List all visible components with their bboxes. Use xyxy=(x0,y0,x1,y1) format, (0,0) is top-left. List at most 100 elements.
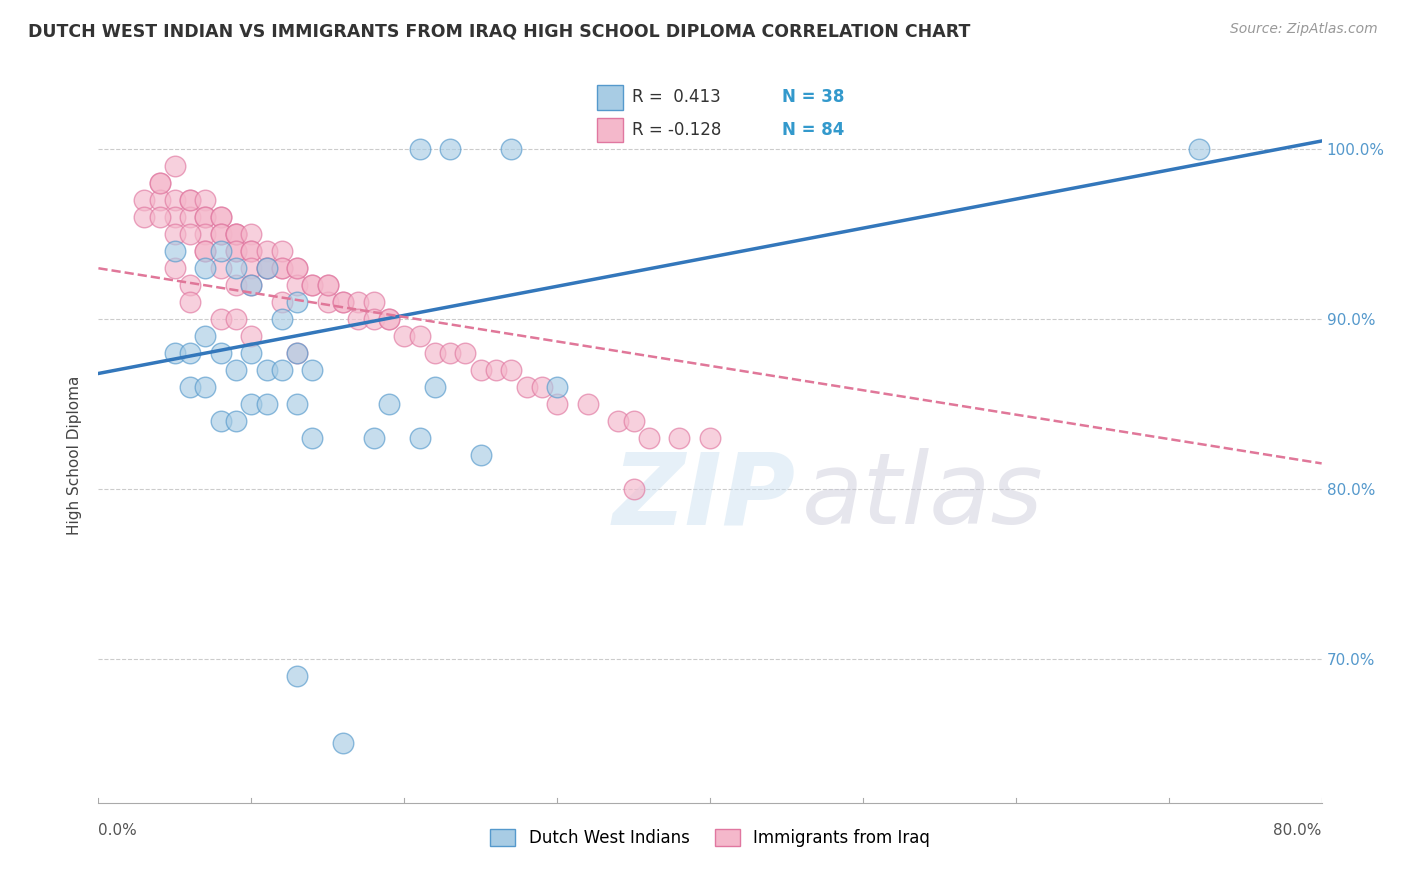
Point xyxy=(256,261,278,276)
Point xyxy=(209,244,232,259)
Point xyxy=(225,278,247,293)
Point xyxy=(240,244,263,259)
Point xyxy=(270,261,292,276)
Point xyxy=(516,380,538,394)
Point xyxy=(270,363,292,377)
Point xyxy=(285,668,308,682)
Point xyxy=(270,312,292,326)
Point xyxy=(301,431,323,445)
Point xyxy=(209,346,232,360)
Point xyxy=(501,143,523,157)
Point xyxy=(301,278,323,293)
Point xyxy=(149,194,172,208)
Point xyxy=(225,261,247,276)
Point xyxy=(149,177,172,191)
Point xyxy=(149,211,172,225)
Point xyxy=(576,397,599,411)
Point xyxy=(194,261,217,276)
Point xyxy=(546,380,568,394)
Bar xyxy=(596,86,623,110)
Point xyxy=(179,346,201,360)
Point xyxy=(378,312,401,326)
Point xyxy=(194,244,217,259)
Point xyxy=(501,363,523,377)
Point xyxy=(363,431,385,445)
Point xyxy=(194,211,217,225)
Point xyxy=(163,194,186,208)
Point xyxy=(270,295,292,310)
Point xyxy=(363,312,385,326)
Point xyxy=(225,227,247,242)
Point xyxy=(332,295,354,310)
Point xyxy=(163,346,186,360)
Point xyxy=(485,363,508,377)
Text: 80.0%: 80.0% xyxy=(1274,823,1322,838)
Point xyxy=(470,363,492,377)
Point xyxy=(240,346,263,360)
Point xyxy=(256,363,278,377)
Point xyxy=(225,227,247,242)
Point xyxy=(179,278,201,293)
Point xyxy=(194,227,217,242)
Point xyxy=(209,211,232,225)
Point xyxy=(378,397,401,411)
Point xyxy=(668,431,690,445)
Point xyxy=(240,261,263,276)
Text: DUTCH WEST INDIAN VS IMMIGRANTS FROM IRAQ HIGH SCHOOL DIPLOMA CORRELATION CHART: DUTCH WEST INDIAN VS IMMIGRANTS FROM IRA… xyxy=(28,22,970,40)
Point xyxy=(209,414,232,428)
Bar xyxy=(596,118,623,142)
Point xyxy=(285,295,308,310)
Point xyxy=(194,244,217,259)
Point xyxy=(194,380,217,394)
Point xyxy=(637,431,661,445)
Point xyxy=(179,194,201,208)
Point xyxy=(209,211,232,225)
Point xyxy=(225,312,247,326)
Point xyxy=(240,278,263,293)
Point xyxy=(270,261,292,276)
Point xyxy=(225,363,247,377)
Point xyxy=(256,244,278,259)
Point xyxy=(378,312,401,326)
Point xyxy=(699,431,721,445)
Point xyxy=(240,278,263,293)
Text: N = 38: N = 38 xyxy=(782,88,845,106)
Point xyxy=(134,211,156,225)
Text: 0.0%: 0.0% xyxy=(98,823,138,838)
Point xyxy=(285,346,308,360)
Point xyxy=(316,278,339,293)
Point xyxy=(194,329,217,343)
Text: N = 84: N = 84 xyxy=(782,120,845,138)
Point xyxy=(623,414,645,428)
Text: R =  0.413: R = 0.413 xyxy=(633,88,721,106)
Point xyxy=(1188,143,1211,157)
Point xyxy=(209,227,232,242)
Point xyxy=(623,482,645,496)
Point xyxy=(285,346,308,360)
Legend: Dutch West Indians, Immigrants from Iraq: Dutch West Indians, Immigrants from Iraq xyxy=(484,822,936,854)
Point xyxy=(408,143,430,157)
Point xyxy=(347,295,370,310)
Point xyxy=(530,380,553,394)
Point xyxy=(439,143,461,157)
Point xyxy=(225,244,247,259)
Point xyxy=(209,227,232,242)
Point xyxy=(240,329,263,343)
Point xyxy=(194,194,217,208)
Text: Source: ZipAtlas.com: Source: ZipAtlas.com xyxy=(1230,22,1378,37)
Point xyxy=(256,261,278,276)
Point xyxy=(240,227,263,242)
Point xyxy=(270,244,292,259)
Point xyxy=(256,397,278,411)
Point xyxy=(225,414,247,428)
Point xyxy=(332,736,354,750)
Point xyxy=(240,244,263,259)
Point xyxy=(163,261,186,276)
Point xyxy=(179,295,201,310)
Point xyxy=(179,194,201,208)
Point xyxy=(209,261,232,276)
Point xyxy=(607,414,630,428)
Point xyxy=(149,177,172,191)
Point xyxy=(363,295,385,310)
Point xyxy=(423,346,446,360)
